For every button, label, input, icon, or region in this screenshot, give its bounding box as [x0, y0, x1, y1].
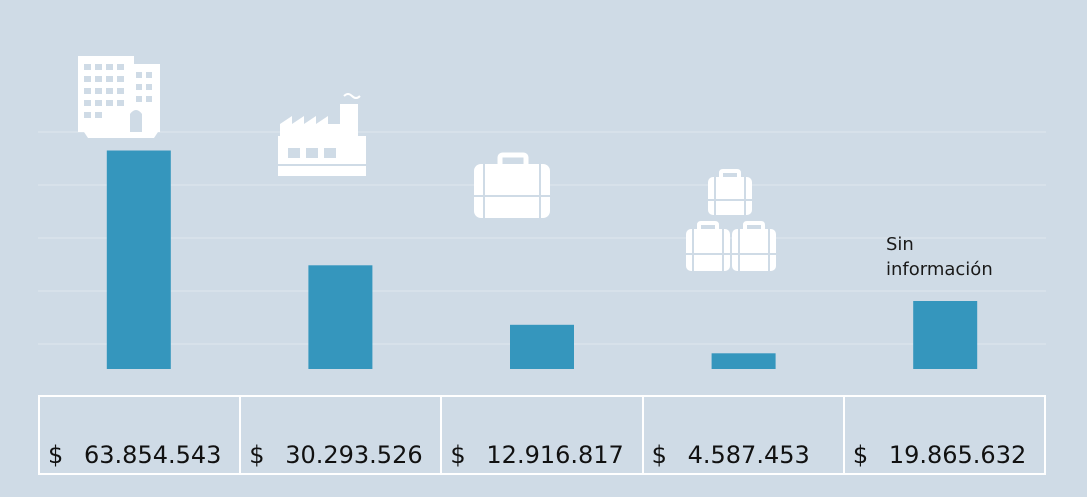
value-cell: $ 30.293.526: [241, 397, 443, 473]
bar: [913, 301, 978, 369]
annotation-line-2: información: [886, 259, 993, 280]
value-label: 19.865.632: [888, 441, 1027, 469]
briefcase-icon: [474, 152, 550, 218]
value-label: 4.587.453: [687, 441, 810, 469]
value-label: 12.916.817: [486, 441, 624, 469]
office-building-icon: [78, 56, 160, 138]
factory-icon: [278, 93, 366, 176]
annotation-line-1: Sin: [886, 234, 914, 255]
currency-symbol: $: [48, 441, 64, 469]
bar: [510, 324, 574, 369]
value-table: $ 63.854.543 $ 30.293.526 $ 12.916.817 $…: [38, 395, 1046, 475]
currency-symbol: $: [852, 441, 869, 469]
value-label: 63.854.543: [84, 441, 222, 469]
bars-group: [106, 150, 978, 369]
bar: [308, 265, 373, 369]
bar: [711, 353, 776, 369]
currency-symbol: $: [450, 441, 466, 469]
value-cell: $ 4.587.453: [644, 397, 845, 473]
currency-symbol: $: [249, 441, 265, 469]
value-cell: $ 19.865.632: [845, 397, 1044, 473]
value-label: 30.293.526: [285, 441, 423, 469]
value-cell: $ 63.854.543: [40, 397, 242, 473]
bar: [106, 150, 171, 369]
bar-chart: Sin información: [38, 56, 1046, 369]
value-cell: $ 12.916.817: [442, 397, 644, 473]
currency-symbol: $: [651, 441, 667, 469]
three-briefcases-icon: [686, 169, 776, 271]
